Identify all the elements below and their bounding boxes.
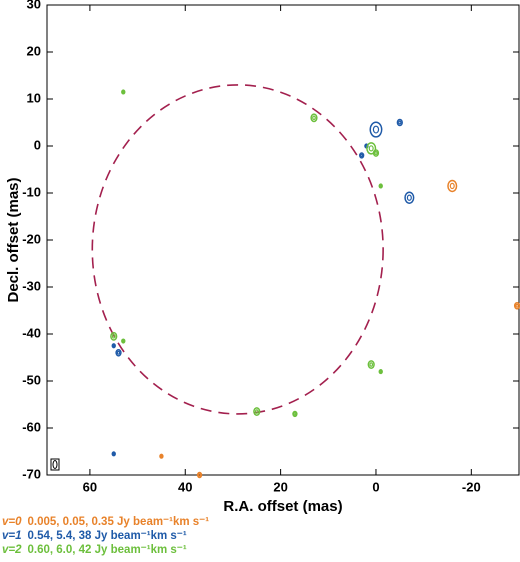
y-tick-label: 0 bbox=[34, 137, 41, 152]
contour bbox=[111, 334, 116, 339]
contour bbox=[406, 194, 412, 201]
contour bbox=[360, 153, 364, 158]
legend-levels: 0.54, 5.4, 38 Jy beam⁻¹km s⁻¹ bbox=[28, 530, 187, 542]
contour bbox=[378, 369, 383, 375]
contour bbox=[121, 338, 126, 344]
y-tick-label: 30 bbox=[27, 0, 41, 11]
contour bbox=[369, 121, 383, 138]
beam bbox=[52, 460, 58, 469]
x-tick-label: 60 bbox=[83, 479, 97, 494]
x-tick-label: 40 bbox=[178, 479, 192, 494]
legend-levels: 0.60, 6.0, 42 Jy beam⁻¹km s⁻¹ bbox=[28, 544, 187, 556]
contour bbox=[122, 339, 125, 343]
legend-entry: v=1 0.54, 5.4, 38 Jy beam⁻¹km s⁻¹ bbox=[2, 530, 187, 542]
contour bbox=[111, 451, 116, 457]
y-tick-label: 10 bbox=[27, 90, 41, 105]
legend-levels: 0.005, 0.05, 0.35 Jy beam⁻¹km s⁻¹ bbox=[28, 516, 210, 528]
y-tick-label: -50 bbox=[22, 372, 41, 387]
x-tick-label: -20 bbox=[462, 479, 481, 494]
legend-name: v=0 bbox=[2, 516, 22, 528]
contour bbox=[292, 410, 298, 418]
contour bbox=[160, 454, 163, 458]
contour bbox=[372, 149, 380, 157]
ring bbox=[91, 84, 384, 415]
y-tick-label: -10 bbox=[22, 184, 41, 199]
x-tick-label: 0 bbox=[372, 479, 379, 494]
contour bbox=[116, 350, 121, 355]
contour bbox=[115, 348, 122, 357]
contour bbox=[110, 331, 118, 341]
contour bbox=[198, 473, 202, 477]
contour bbox=[253, 407, 261, 416]
contour bbox=[310, 113, 318, 123]
contour bbox=[366, 142, 377, 155]
contour bbox=[449, 182, 455, 190]
contour bbox=[112, 344, 115, 348]
contour bbox=[112, 452, 115, 456]
contour bbox=[372, 125, 380, 134]
contour bbox=[367, 360, 375, 369]
contour bbox=[368, 145, 374, 152]
y-axis-label: Decl. offset (mas) bbox=[5, 177, 22, 302]
beam-box bbox=[50, 458, 60, 471]
contour bbox=[396, 118, 403, 127]
contour bbox=[515, 303, 519, 308]
contour bbox=[312, 115, 316, 121]
contour bbox=[111, 343, 116, 349]
contour bbox=[398, 120, 402, 125]
y-tick-label: 20 bbox=[27, 43, 41, 58]
plot-frame bbox=[46, 4, 520, 476]
x-tick-label: 20 bbox=[273, 479, 287, 494]
contour bbox=[513, 301, 520, 310]
contour bbox=[374, 151, 378, 156]
legend-entry: v=0 0.005, 0.05, 0.35 Jy beam⁻¹km s⁻¹ bbox=[2, 516, 209, 528]
contour bbox=[447, 179, 458, 193]
y-tick-label: -30 bbox=[22, 278, 41, 293]
contour bbox=[359, 152, 365, 159]
y-tick-label: -40 bbox=[22, 325, 41, 340]
y-tick-label: -60 bbox=[22, 419, 41, 434]
contour bbox=[369, 362, 374, 367]
contour bbox=[293, 412, 297, 416]
x-axis-label: R.A. offset (mas) bbox=[223, 498, 342, 515]
contour bbox=[159, 453, 164, 459]
contour bbox=[379, 184, 382, 188]
contour bbox=[122, 90, 125, 94]
contour bbox=[121, 89, 126, 95]
y-tick-label: -20 bbox=[22, 231, 41, 246]
contour bbox=[378, 183, 383, 189]
legend-name: v=1 bbox=[2, 530, 22, 542]
legend-entry: v=2 0.60, 6.0, 42 Jy beam⁻¹km s⁻¹ bbox=[2, 544, 187, 556]
contour bbox=[196, 471, 203, 479]
legend-name: v=2 bbox=[2, 544, 22, 556]
contour bbox=[379, 370, 382, 374]
contour bbox=[404, 191, 415, 204]
contour bbox=[254, 409, 259, 414]
y-tick-label: -70 bbox=[22, 466, 41, 481]
